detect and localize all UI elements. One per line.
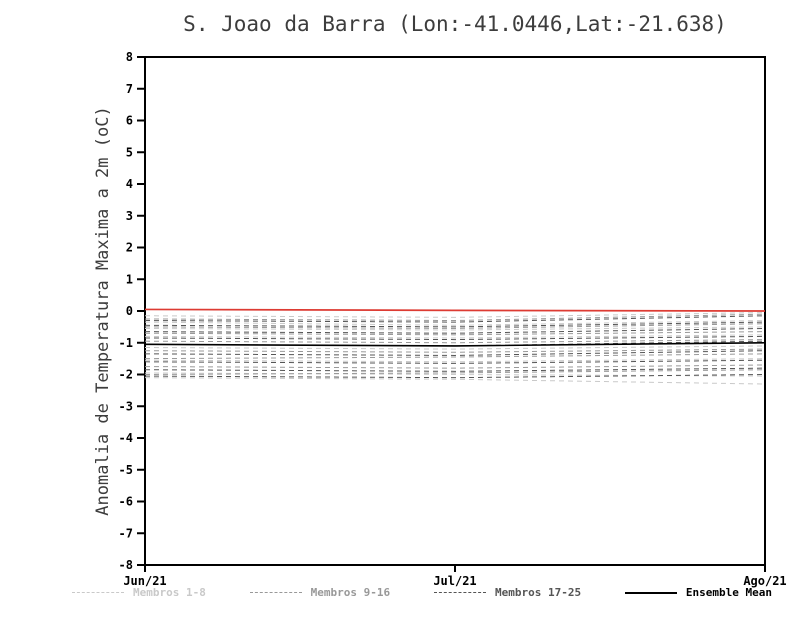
y-tick-label: 2 [126,241,133,255]
series-membro-4 [144,334,766,339]
legend-label: Ensemble Mean [685,586,772,599]
series-membro-6 [144,358,766,363]
dashed-line-sample-light [72,592,124,593]
series-linha-zero [144,308,766,312]
axis-ticks-group: -8 -7 -6 -5 -4 -3 -2 -1 0 1 2 3 4 5 6 7 8 Jun/21 Jul/21 Ago… [119,50,787,588]
y-tick-label: -2 [119,368,133,382]
series-lines-group [144,308,766,385]
y-axis-label: Anomalia de Temperatura Maxima a 2m (oC) [93,106,113,515]
y-tick-label: -3 [119,399,133,413]
y-tick-label: 0 [126,304,133,318]
series-membro-18 [144,321,766,328]
series-membro-10 [144,323,766,329]
x-tick-label: Ago/21 [743,574,786,588]
y-tick-label: -5 [119,463,133,477]
series-membro-25 [144,374,766,379]
y-tick-label: -4 [119,431,133,445]
series-membro-20 [144,335,766,341]
series-membro-1 [144,312,766,318]
series-membro-15 [144,364,766,369]
legend-item-ensemble-mean: Ensemble Mean [624,586,772,599]
legend-item-membros-9-16: Membros 9-16 [249,586,391,599]
series-membro-2 [144,320,766,326]
solid-line-sample [624,591,677,594]
y-tick-label: -6 [119,495,133,509]
y-tick-label: 3 [126,209,133,223]
series-membro-9 [144,313,766,322]
series-membro-24 [144,367,766,372]
y-tick-label: 1 [126,272,133,286]
y-tick-label: 4 [126,177,133,191]
series-membro-17 [144,315,766,323]
dashed-line-sample-medium [249,592,302,593]
y-tick-label: 8 [126,50,133,64]
legend: Membros 1-8 Membros 9-16 Membros 17-25 E… [72,586,772,599]
series-membro-11 [144,331,766,336]
dashed-line-sample-dark [433,592,486,593]
series-membro-13 [144,348,766,353]
y-tick-label: 7 [126,82,133,96]
series-membro-14 [144,353,766,360]
y-tick-label: 6 [126,114,133,128]
legend-label: Membros 1-8 [133,586,206,599]
series-ensemble-mean [144,341,766,347]
y-tick-label: 5 [126,145,133,159]
legend-item-membros-17-25: Membros 17-25 [433,586,582,599]
legend-label: Membros 9-16 [310,586,391,599]
series-membro-3 [144,326,766,331]
x-tick-label: Jul/21 [433,574,476,588]
y-tick-label: -7 [119,526,133,540]
legend-label: Membros 17-25 [494,586,582,599]
chart-title: S. Joao da Barra (Lon:-41.0446,Lat:-21.6… [183,12,727,36]
series-membro-5 [144,345,766,350]
series-membro-22 [144,350,766,356]
series-membro-19 [144,327,766,334]
legend-item-membros-1-8: Membros 1-8 [72,586,206,599]
x-tick-label: Jun/21 [123,574,166,588]
series-membro-23 [144,359,766,364]
series-membro-8 [144,377,766,385]
y-tick-label: -1 [119,336,133,350]
y-tick-label: -8 [119,558,133,572]
series-membro-12 [144,339,766,344]
series-membro-16 [144,369,766,375]
